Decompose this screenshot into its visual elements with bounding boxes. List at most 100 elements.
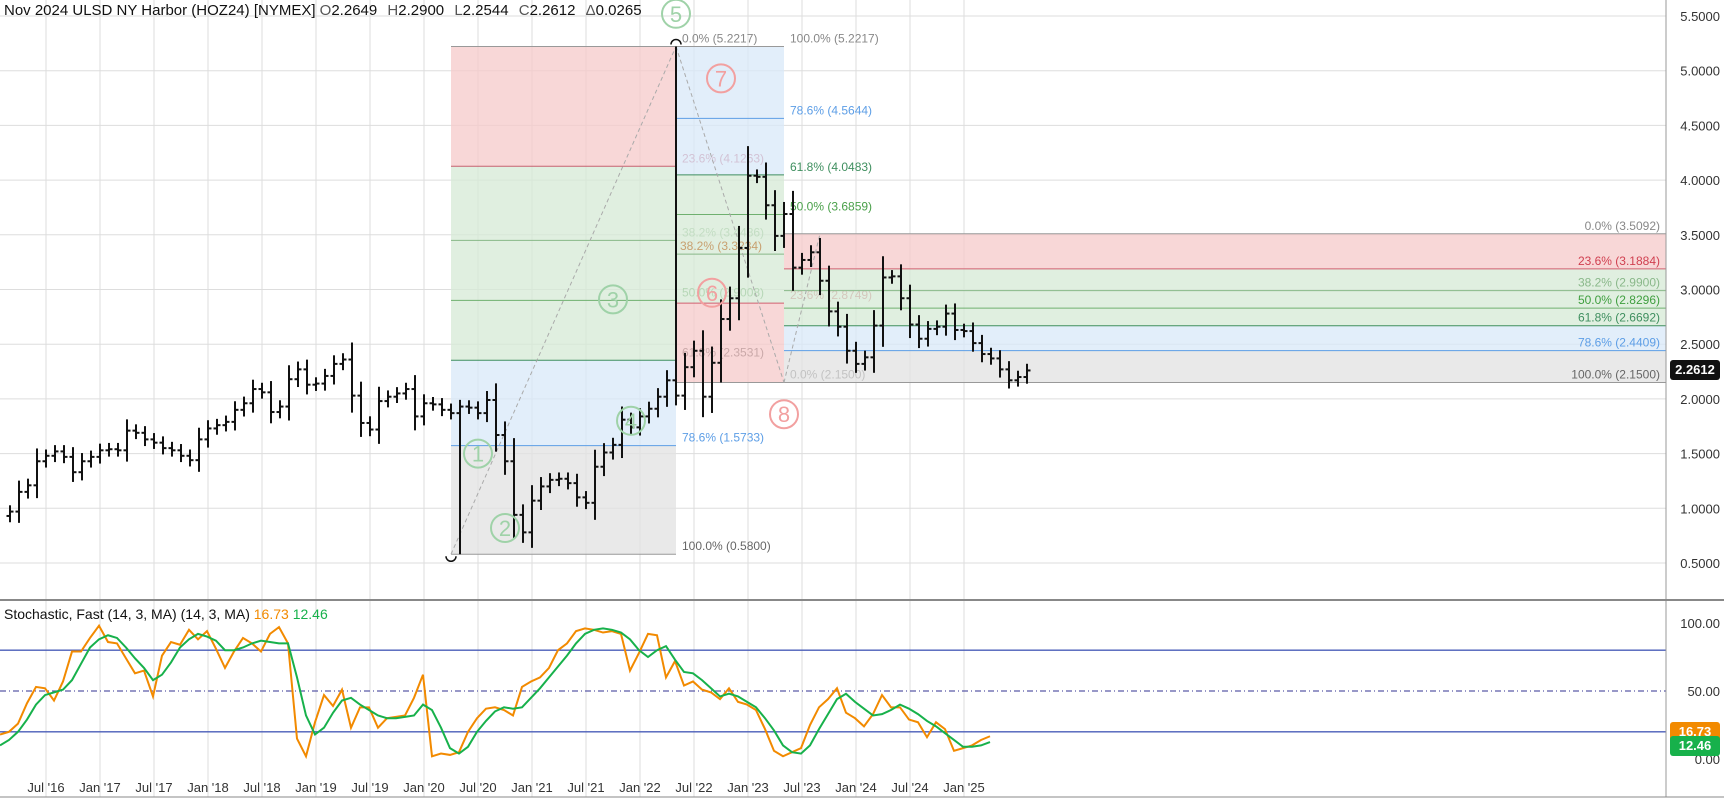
swing-low-marker: [445, 556, 457, 562]
y-tick-label: 2.5000: [1680, 337, 1720, 352]
fib-band: [676, 46, 784, 119]
ohlc-bar: [843, 313, 851, 364]
fib-band: [451, 300, 676, 361]
ohlc-bar: [852, 341, 860, 373]
trend-line-up: [450, 46, 677, 555]
high-value: 2.2900: [398, 2, 445, 19]
ohlc-bar: [168, 441, 176, 457]
wave-label-5: 5: [661, 0, 691, 29]
last-price-tag: 2.2612: [1670, 360, 1720, 381]
ohlc-bar: [42, 449, 50, 468]
wave-circle: [616, 405, 646, 436]
ohlc-bar: [888, 270, 896, 284]
y-tick-label: 3.5000: [1680, 228, 1720, 243]
ohlc-bar: [996, 350, 1004, 378]
ohlc-bar: [591, 449, 599, 520]
y-tick-label: 5.5000: [1680, 9, 1720, 24]
ohlc-bar: [267, 381, 275, 424]
y-tick-label: 3.0000: [1680, 283, 1720, 298]
wave-label-1: 1: [463, 438, 493, 469]
ohlc-bar: [699, 330, 707, 418]
stochastic-header: Stochastic, Fast (14, 3, MA) (14, 3, MA)…: [4, 606, 328, 622]
ohlc-bar: [384, 390, 392, 408]
ohlc-bar: [546, 473, 554, 494]
fibonacci-retracements: 0.0% (5.2217)23.6% (4.1263)38.2% (3.4486…: [451, 31, 1666, 555]
fib-level-label: 23.6% (3.1884): [1578, 254, 1660, 268]
wave-label-8: 8: [769, 399, 799, 430]
grid: [0, 0, 1666, 797]
x-tick-label: Jan '22: [619, 780, 661, 795]
wave-circle: [598, 284, 628, 315]
open-value: 2.2649: [331, 2, 378, 19]
ohlc-bar: [87, 450, 95, 468]
stochastic-params: (14, 3, MA): [180, 606, 250, 622]
ohlc-bar: [474, 401, 482, 420]
stochastic-d-tag: 12.46: [1670, 736, 1720, 757]
ohlc-bar: [15, 480, 23, 523]
ohlc-bar: [744, 146, 752, 278]
elliott-wave-labels: 1 2 3 4 5 6 7 8: [463, 0, 799, 543]
y-tick-label: 4.5000: [1680, 118, 1720, 133]
stoch-line-f28a00: [0, 623, 991, 760]
ohlc-bar: [564, 472, 572, 490]
ohlc-bar: [402, 382, 410, 400]
ohlc-bar: [1005, 361, 1013, 389]
ohlc-bar: [465, 400, 473, 414]
ohlc-bar: [942, 304, 950, 336]
fib-band: [451, 240, 676, 301]
ohlc-bar: [834, 301, 842, 337]
y-tick-label: 0.5000: [1680, 556, 1720, 571]
fib-band: [451, 46, 676, 167]
ohlc-bar: [780, 201, 788, 248]
wave-circle: [661, 0, 691, 29]
wave-label-6: 6: [697, 277, 727, 308]
fib-level-label: 78.6% (1.5733): [682, 431, 764, 445]
ohlc-bar: [492, 383, 500, 452]
ohlc-bar: [807, 245, 815, 268]
x-tick-label: Jul '18: [243, 780, 280, 795]
fib-band: [784, 350, 1666, 383]
ohlc-bar: [924, 321, 932, 347]
stochastic-k-value: 16.73: [253, 606, 289, 622]
wave-label-4: 4: [616, 405, 646, 436]
x-tick-label: Jan '20: [403, 780, 445, 795]
stoch-y-tick-label: 50.00: [1687, 684, 1720, 699]
ohlc-bar: [960, 323, 968, 338]
ohlc-bar: [150, 433, 158, 449]
chart-header: Nov 2024 ULSD NY Harbor (HOZ24) [NYMEX] …: [4, 2, 642, 19]
fib-band: [451, 445, 676, 555]
ohlc-bar: [798, 252, 806, 275]
y-tick-label: 2.0000: [1680, 392, 1720, 407]
ohlc-bar: [330, 355, 338, 385]
ohlc-bar: [762, 162, 770, 220]
y-tick-label: 5.0000: [1680, 64, 1720, 79]
x-tick-label: Jul '24: [891, 780, 928, 795]
ohlc-bar: [294, 361, 302, 388]
fib-level-label: 100.0% (5.2217): [790, 31, 879, 45]
wave-number: 5: [670, 2, 682, 27]
fib-band: [784, 268, 1666, 291]
ohlc-bar: [654, 388, 662, 418]
fib-level-label: 38.2% (3.3234): [680, 239, 762, 253]
x-tick-label: Jan '18: [187, 780, 229, 795]
ohlc-bar: [186, 449, 194, 467]
fib-band: [451, 360, 676, 446]
ohlc-bar: [438, 398, 446, 417]
ohlc-bar: [159, 436, 167, 455]
fib-level-label: 100.0% (0.5800): [682, 539, 771, 553]
ohlc-bar: [951, 303, 959, 341]
instrument-title: Nov 2024 ULSD NY Harbor (HOZ24) [NYMEX]: [4, 2, 316, 19]
fib-band: [784, 325, 1666, 351]
fib-level-label: 38.2% (2.9900): [1578, 276, 1660, 290]
ohlc-bar: [555, 472, 563, 487]
ohlc-bar: [420, 394, 428, 426]
wave-circle: [769, 399, 799, 430]
ohlc-bar: [195, 427, 203, 472]
fib-level-label: 61.8% (2.6692): [1578, 311, 1660, 325]
ohlc-bar: [672, 46, 680, 406]
ohlc-bar: [339, 353, 347, 371]
ohlc-bar: [501, 421, 509, 475]
ohlc-bar: [1023, 363, 1031, 384]
